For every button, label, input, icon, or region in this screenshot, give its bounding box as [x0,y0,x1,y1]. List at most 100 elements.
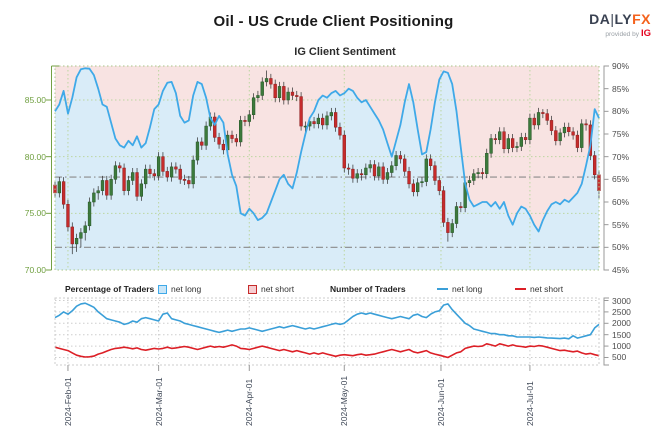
candle-body [74,238,79,245]
candle-body [359,173,364,176]
count-axis-label: 1000 [612,341,631,352]
candle-body [528,117,532,140]
date-axis-label: 2024-Jul-01 [524,381,535,426]
candle-body [511,138,515,148]
candle-body [165,171,169,178]
legend-pct-net-short: net short [248,283,294,295]
candle-body [416,182,420,193]
candle-body [545,113,549,121]
candle-body [109,179,113,196]
candle-body [390,165,394,173]
date-axis-label: 2024-Mar-01 [153,377,164,426]
candle-body [571,131,575,136]
date-axis-label: 2024-Feb-01 [62,377,73,426]
candle-body [66,204,70,228]
num-net-long-line-icon [437,288,448,290]
candle-body [420,181,424,183]
candle-body [221,143,226,151]
legend-num-header: Number of Traders [330,284,406,294]
candle-body [230,134,234,139]
pct-axis-label: 45% [612,265,630,275]
candle-body [441,190,446,223]
legend-num-net-short: net short [515,283,563,295]
candle-body [502,131,506,149]
logo-text-ly: LY [614,11,633,27]
traders-net-long-line [54,302,600,340]
pct-axis-label: 90% [612,61,630,71]
candle-body [247,114,251,122]
candle-body [144,168,148,185]
candle-body [70,226,74,245]
pct-axis-label: 70% [612,151,630,162]
traders-net-short-line [54,343,600,359]
candle-body [290,91,295,96]
candle-body [519,137,523,147]
candle-body [489,138,493,154]
logo-divider-bar: | [610,11,615,27]
candle-body [368,164,372,169]
candle-body [79,232,83,239]
candle-body [485,153,489,174]
candle-body [407,171,411,185]
price-axis-label: 85.00 [24,95,46,105]
candle-body [131,172,135,181]
candle-body [256,95,260,98]
candle-body [321,117,325,126]
count-axis-label: 500 [612,352,627,363]
candle-body [191,159,195,185]
candle-body [493,138,498,140]
candle-body [87,201,92,227]
pct-axis-label: 85% [612,83,630,94]
candle-body [260,81,264,96]
dailyfx-logo: DA|LYFX provided by IG [589,12,651,39]
candle-body [243,120,247,122]
candle-body [152,173,156,177]
candle-body [286,91,290,101]
candle-body [562,126,567,134]
candle-body [364,167,368,176]
candle-body [105,180,109,196]
candle-body [506,138,510,149]
candle-body [450,223,454,233]
date-axis-label: 2024-Apr-01 [244,378,255,426]
candle-body [295,95,299,97]
candle-body [269,78,273,85]
candle-body [541,112,545,114]
candle-body [234,138,238,143]
main-plot-border [54,65,600,271]
candle-body [385,172,390,180]
candle-body [161,156,165,172]
dailyfx-wordmark: DA|LYFX [589,12,651,26]
candle-body [433,165,437,181]
candle-body [351,168,355,179]
candle-body [403,158,407,172]
candle-body [398,155,403,160]
candle-body [467,180,472,183]
candle-body [92,192,96,203]
candle-body [394,155,398,166]
candle-body [61,181,66,205]
candle-body [515,146,519,148]
candle-body [549,120,554,131]
price-axis-label: 75.00 [24,208,46,219]
candle-body [316,117,321,125]
candle-body [282,86,286,101]
candle-body [239,120,243,143]
provided-by-text: provided by [605,31,639,38]
candle-body [57,181,61,194]
candle-body [593,155,597,176]
provided-by-row: provided by IG [589,29,651,39]
candle-body [381,166,385,180]
candle-body [446,222,450,233]
candle-body [312,121,316,125]
ig-logo: IG [640,28,651,39]
candle-body [575,134,580,148]
logo-text-da: DA [589,11,611,27]
candle-body [567,126,571,132]
candle-body [428,158,433,166]
pct-net-short-swatch-icon [248,284,257,294]
candle-body [299,96,303,127]
candle-body [126,180,131,191]
